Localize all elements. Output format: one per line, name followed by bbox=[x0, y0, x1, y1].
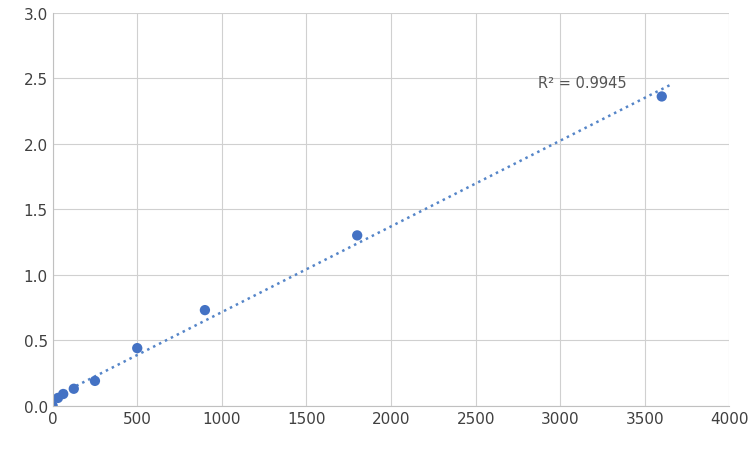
Point bbox=[351, 232, 363, 239]
Point bbox=[199, 307, 211, 314]
Point bbox=[52, 395, 64, 402]
Text: R² = 0.9945: R² = 0.9945 bbox=[538, 75, 627, 90]
Point bbox=[57, 391, 69, 398]
Point bbox=[68, 385, 80, 392]
Point bbox=[656, 94, 668, 101]
Point bbox=[89, 377, 101, 385]
Point bbox=[131, 345, 143, 352]
Point bbox=[47, 402, 59, 410]
